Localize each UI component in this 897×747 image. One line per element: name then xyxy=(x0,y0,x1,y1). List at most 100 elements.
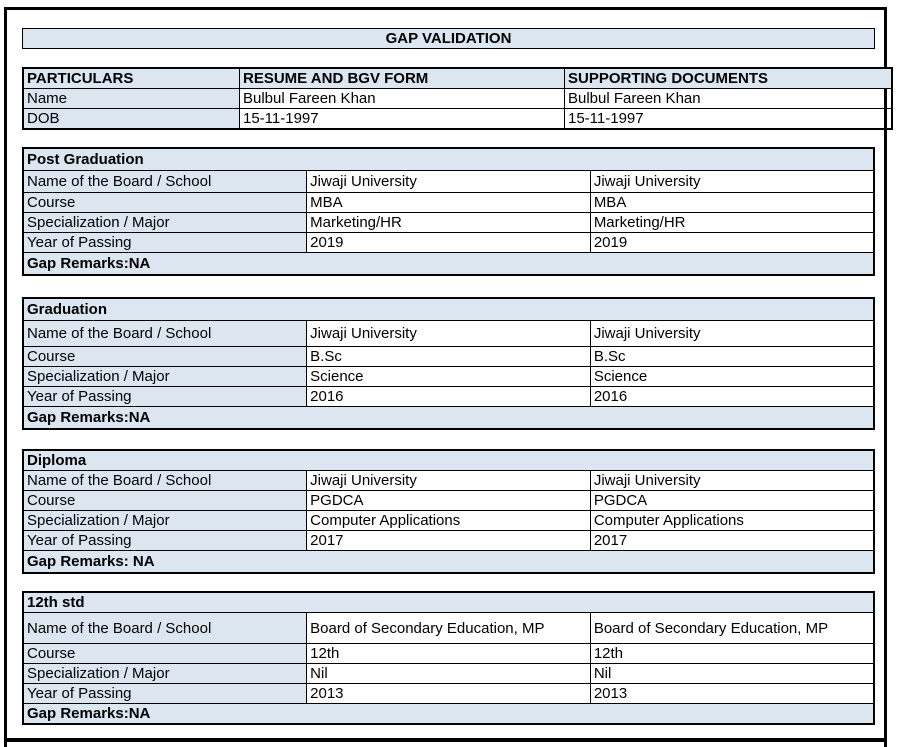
resume-value: Board of Secondary Education, MP xyxy=(306,612,591,644)
column-header-supporting: SUPPORTING DOCUMENTS xyxy=(564,67,893,89)
table-row: Specialization / Major Nil Nil xyxy=(22,663,875,684)
resume-value: Marketing/HR xyxy=(306,212,591,233)
supporting-value: 2016 xyxy=(589,386,875,407)
resume-value: 2016 xyxy=(306,386,591,407)
row-label: Name xyxy=(22,88,240,109)
supporting-value: MBA xyxy=(589,192,875,213)
table-row: Year of Passing 2017 2017 xyxy=(22,530,875,551)
supporting-value: 15-11-1997 xyxy=(564,108,893,130)
table-row: Year of Passing 2013 2013 xyxy=(22,683,875,704)
table-row: Specialization / Major Computer Applicat… xyxy=(22,510,875,531)
gap-remarks: Gap Remarks:NA xyxy=(22,252,875,276)
row-label: Course xyxy=(22,346,308,367)
supporting-value: B.Sc xyxy=(589,346,875,367)
resume-value: 12th xyxy=(306,643,591,664)
table-header-row: PARTICULARS RESUME AND BGV FORM SUPPORTI… xyxy=(22,67,893,89)
particulars-table: PARTICULARS RESUME AND BGV FORM SUPPORTI… xyxy=(22,67,893,130)
supporting-value: Jiwaji University xyxy=(589,320,875,347)
section-table-12th-std: 12th std Name of the Board / School Boar… xyxy=(22,591,875,725)
section-table-diploma: Diploma Name of the Board / School Jiwaj… xyxy=(22,449,875,574)
row-label: Specialization / Major xyxy=(22,510,308,531)
row-label: Year of Passing xyxy=(22,386,308,407)
resume-value: 2019 xyxy=(306,232,591,253)
resume-value: Jiwaji University xyxy=(306,170,591,193)
table-row: Year of Passing 2016 2016 xyxy=(22,386,875,407)
table-row: Name of the Board / School Jiwaji Univer… xyxy=(22,170,875,193)
table-row: Course 12th 12th xyxy=(22,643,875,664)
row-label: Year of Passing xyxy=(22,232,308,253)
table-row: Name of the Board / School Board of Seco… xyxy=(22,612,875,644)
table-row: Specialization / Major Science Science xyxy=(22,366,875,387)
next-section-partial xyxy=(7,738,884,747)
supporting-value: Board of Secondary Education, MP xyxy=(589,612,875,644)
table-row: Name of the Board / School Jiwaji Univer… xyxy=(22,470,875,491)
row-label: Year of Passing xyxy=(22,530,308,551)
column-header-particulars: PARTICULARS xyxy=(22,67,240,89)
row-label: Specialization / Major xyxy=(22,366,308,387)
supporting-value: 2019 xyxy=(589,232,875,253)
row-label: Specialization / Major xyxy=(22,663,308,684)
gap-remarks-row: Gap Remarks:NA xyxy=(22,703,875,725)
gap-remarks-row: Gap Remarks: NA xyxy=(22,550,875,574)
section-header-row: Diploma xyxy=(22,449,875,471)
resume-value: Jiwaji University xyxy=(306,320,591,347)
row-label: Specialization / Major xyxy=(22,212,308,233)
section-title: Post Graduation xyxy=(22,147,875,171)
resume-value: Science xyxy=(306,366,591,387)
row-label: Name of the Board / School xyxy=(22,320,308,347)
supporting-value: 12th xyxy=(589,643,875,664)
gap-remarks: Gap Remarks:NA xyxy=(22,703,875,725)
table-row: Course B.Sc B.Sc xyxy=(22,346,875,367)
section-table-post-graduation: Post Graduation Name of the Board / Scho… xyxy=(22,147,875,276)
row-label: Course xyxy=(22,643,308,664)
section-title: Graduation xyxy=(22,297,875,321)
gap-remarks-row: Gap Remarks:NA xyxy=(22,252,875,276)
section-title: Diploma xyxy=(22,449,875,471)
resume-value: 2013 xyxy=(306,683,591,704)
resume-value: 2017 xyxy=(306,530,591,551)
table-row: DOB 15-11-1997 15-11-1997 xyxy=(22,108,893,130)
resume-value: MBA xyxy=(306,192,591,213)
resume-value: B.Sc xyxy=(306,346,591,367)
supporting-value: Nil xyxy=(589,663,875,684)
row-label: DOB xyxy=(22,108,240,130)
supporting-value: 2013 xyxy=(589,683,875,704)
table-row: Course PGDCA PGDCA xyxy=(22,490,875,511)
row-label: Name of the Board / School xyxy=(22,612,308,644)
section-header-row: Graduation xyxy=(22,297,875,321)
section-header-row: 12th std xyxy=(22,591,875,613)
row-label: Name of the Board / School xyxy=(22,170,308,193)
gap-remarks-row: Gap Remarks:NA xyxy=(22,406,875,430)
resume-value: Nil xyxy=(306,663,591,684)
page-border xyxy=(4,7,887,747)
supporting-value: 2017 xyxy=(589,530,875,551)
resume-value: Jiwaji University xyxy=(306,470,591,491)
page-title: GAP VALIDATION xyxy=(22,28,875,49)
row-label: Year of Passing xyxy=(22,683,308,704)
section-table-graduation: Graduation Name of the Board / School Ji… xyxy=(22,297,875,430)
supporting-value: Bulbul Fareen Khan xyxy=(564,88,893,109)
section-header-row: Post Graduation xyxy=(22,147,875,171)
row-label: Name of the Board / School xyxy=(22,470,308,491)
supporting-value: Jiwaji University xyxy=(589,170,875,193)
resume-value: Computer Applications xyxy=(306,510,591,531)
supporting-value: Science xyxy=(589,366,875,387)
supporting-value: PGDCA xyxy=(589,490,875,511)
resume-value: 15-11-1997 xyxy=(239,108,565,130)
column-header-resume: RESUME AND BGV FORM xyxy=(239,67,565,89)
table-row: Name of the Board / School Jiwaji Univer… xyxy=(22,320,875,347)
gap-remarks: Gap Remarks:NA xyxy=(22,406,875,430)
gap-remarks: Gap Remarks: NA xyxy=(22,550,875,574)
supporting-value: Marketing/HR xyxy=(589,212,875,233)
row-label: Course xyxy=(22,490,308,511)
table-row: Course MBA MBA xyxy=(22,192,875,213)
resume-value: PGDCA xyxy=(306,490,591,511)
supporting-value: Computer Applications xyxy=(589,510,875,531)
supporting-value: Jiwaji University xyxy=(589,470,875,491)
table-row: Name Bulbul Fareen Khan Bulbul Fareen Kh… xyxy=(22,88,893,109)
row-label: Course xyxy=(22,192,308,213)
table-row: Specialization / Major Marketing/HR Mark… xyxy=(22,212,875,233)
table-row: Year of Passing 2019 2019 xyxy=(22,232,875,253)
resume-value: Bulbul Fareen Khan xyxy=(239,88,565,109)
